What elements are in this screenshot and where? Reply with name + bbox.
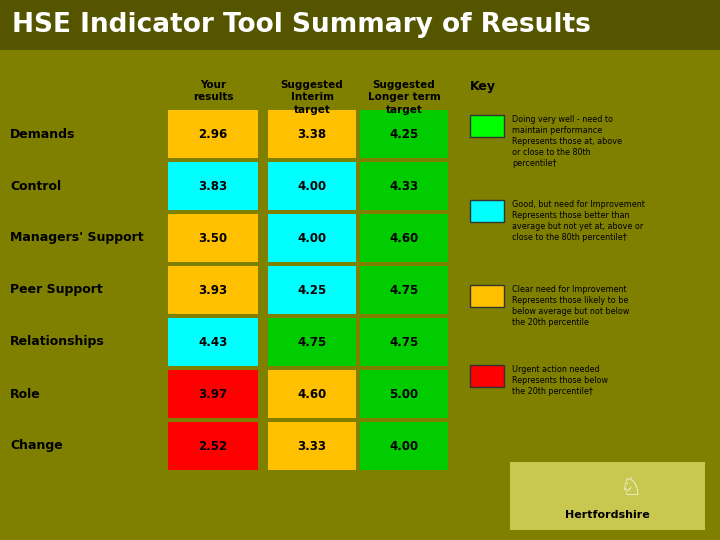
Text: Change: Change — [10, 440, 63, 453]
Bar — [360, 162, 448, 210]
Bar — [268, 370, 356, 418]
Text: 4.75: 4.75 — [390, 335, 418, 348]
Text: Your
results: Your results — [193, 80, 233, 103]
Text: 4.25: 4.25 — [390, 127, 418, 140]
Text: 3.97: 3.97 — [199, 388, 228, 401]
Bar — [360, 214, 448, 262]
Text: 3.33: 3.33 — [297, 440, 326, 453]
Text: Suggested
Longer term
target: Suggested Longer term target — [368, 80, 441, 115]
Text: Urgent action needed
Represents those below
the 20th percentile†: Urgent action needed Represents those be… — [512, 365, 608, 396]
Text: Peer Support: Peer Support — [10, 284, 103, 296]
Text: 4.25: 4.25 — [297, 284, 327, 296]
Text: Hertfordshire: Hertfordshire — [565, 510, 650, 520]
Text: Control: Control — [10, 179, 61, 192]
Text: 4.00: 4.00 — [390, 440, 418, 453]
Bar — [268, 266, 356, 314]
Text: 3.50: 3.50 — [199, 232, 228, 245]
Text: 4.75: 4.75 — [297, 335, 327, 348]
Bar — [268, 162, 356, 210]
Bar — [168, 318, 258, 366]
Text: 4.60: 4.60 — [390, 232, 418, 245]
Bar — [168, 162, 258, 210]
Text: Key: Key — [470, 80, 496, 93]
Bar — [268, 110, 356, 158]
Bar — [168, 110, 258, 158]
Bar — [168, 266, 258, 314]
Bar — [510, 462, 705, 530]
Text: HSE Indicator Tool Summary of Results: HSE Indicator Tool Summary of Results — [12, 12, 591, 38]
Bar — [470, 285, 504, 307]
Bar — [360, 266, 448, 314]
Text: Good, but need for Improvement
Represents those better than
average but not yet : Good, but need for Improvement Represent… — [512, 200, 645, 242]
Text: ♘: ♘ — [620, 476, 642, 500]
Text: 4.33: 4.33 — [390, 179, 418, 192]
Text: 3.38: 3.38 — [297, 127, 327, 140]
Bar — [168, 370, 258, 418]
Text: 4.00: 4.00 — [297, 179, 327, 192]
Text: Doing very well - need to
maintain performance
Represents those at, above
or clo: Doing very well - need to maintain perfo… — [512, 115, 622, 168]
Text: 4.43: 4.43 — [199, 335, 228, 348]
Bar — [470, 200, 504, 222]
Text: Role: Role — [10, 388, 41, 401]
Bar — [470, 365, 504, 387]
Bar — [0, 0, 720, 50]
Bar — [360, 318, 448, 366]
Bar — [360, 422, 448, 470]
Bar — [268, 214, 356, 262]
Bar — [360, 110, 448, 158]
Text: 2.52: 2.52 — [199, 440, 228, 453]
Text: 2.96: 2.96 — [199, 127, 228, 140]
Text: 3.93: 3.93 — [199, 284, 228, 296]
Text: 5.00: 5.00 — [390, 388, 418, 401]
Bar — [268, 422, 356, 470]
Bar — [470, 115, 504, 137]
Text: Relationships: Relationships — [10, 335, 104, 348]
Text: Managers' Support: Managers' Support — [10, 232, 143, 245]
Bar — [360, 370, 448, 418]
Text: Clear need for Improvement
Represents those likely to be
below average but not b: Clear need for Improvement Represents th… — [512, 285, 629, 327]
Bar — [268, 318, 356, 366]
Text: Suggested
Interim
target: Suggested Interim target — [281, 80, 343, 115]
Text: 4.00: 4.00 — [297, 232, 327, 245]
Text: 4.75: 4.75 — [390, 284, 418, 296]
Bar — [168, 422, 258, 470]
Bar — [168, 214, 258, 262]
Text: 3.83: 3.83 — [199, 179, 228, 192]
Text: Demands: Demands — [10, 127, 76, 140]
Text: 4.60: 4.60 — [297, 388, 327, 401]
